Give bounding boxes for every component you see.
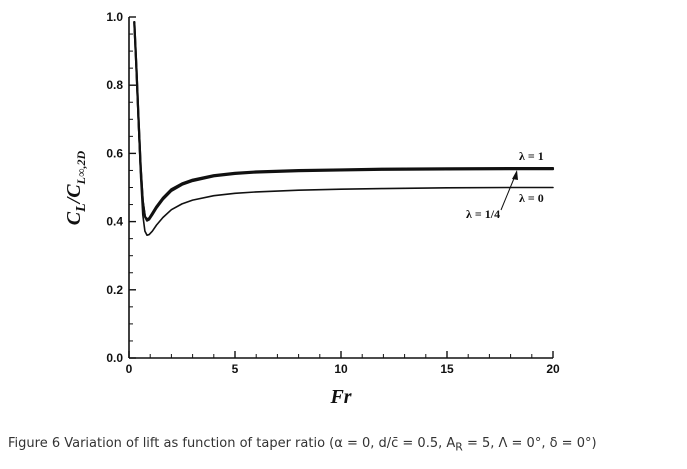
axis-tick-labels: 0 5 10 15 20 0.0 0.2 0.4 0.6 0.8 1.0: [106, 10, 560, 376]
y-axis-title: CL/CL∞,2D: [63, 150, 89, 225]
y-tick-label: 0.6: [106, 146, 123, 160]
caption-subscript: R: [455, 440, 463, 454]
y-tick-label: 0.4: [106, 215, 123, 229]
x-tick-label: 15: [440, 362, 454, 376]
annotation-arrow-line: [500, 175, 516, 211]
y-axis-title-main: C: [63, 211, 85, 225]
x-tick-label: 0: [126, 362, 133, 376]
figure-caption: Figure 6 Variation of lift as function o…: [8, 436, 687, 454]
series-label-lambda-0: λ = 0: [519, 191, 544, 205]
annotation-arrow-head: [512, 170, 518, 180]
x-axis-title: Fr: [329, 386, 351, 408]
y-tick-label: 0.0: [106, 351, 123, 365]
caption-rest: = 5, Λ = 0°, δ = 0°): [462, 436, 597, 451]
caption-text: Figure 6 Variation of lift as function o…: [8, 436, 456, 451]
axis-ticks: [128, 16, 554, 359]
y-tick-label: 0.8: [106, 78, 123, 92]
series-layer: [133, 21, 555, 237]
y-axis-title-slash: /: [63, 195, 85, 205]
y-axis-title-den-sub: L∞,2D: [74, 150, 88, 185]
x-tick-label: 20: [546, 362, 560, 376]
y-tick-label: 0.2: [106, 283, 123, 297]
x-tick-label: 5: [232, 362, 239, 376]
y-tick-label: 1.0: [106, 10, 123, 24]
series-line-lambda-quarter: [133, 21, 555, 222]
y-axis-title-main-sub: L: [74, 203, 89, 213]
series-line-lambda-0: [133, 21, 554, 237]
x-tick-label: 10: [334, 362, 348, 376]
series-label-lambda-1: λ = 1: [519, 149, 544, 163]
series-label-lambda-quarter: λ = 1/4: [466, 207, 500, 221]
y-axis-title-den: C: [63, 184, 85, 198]
